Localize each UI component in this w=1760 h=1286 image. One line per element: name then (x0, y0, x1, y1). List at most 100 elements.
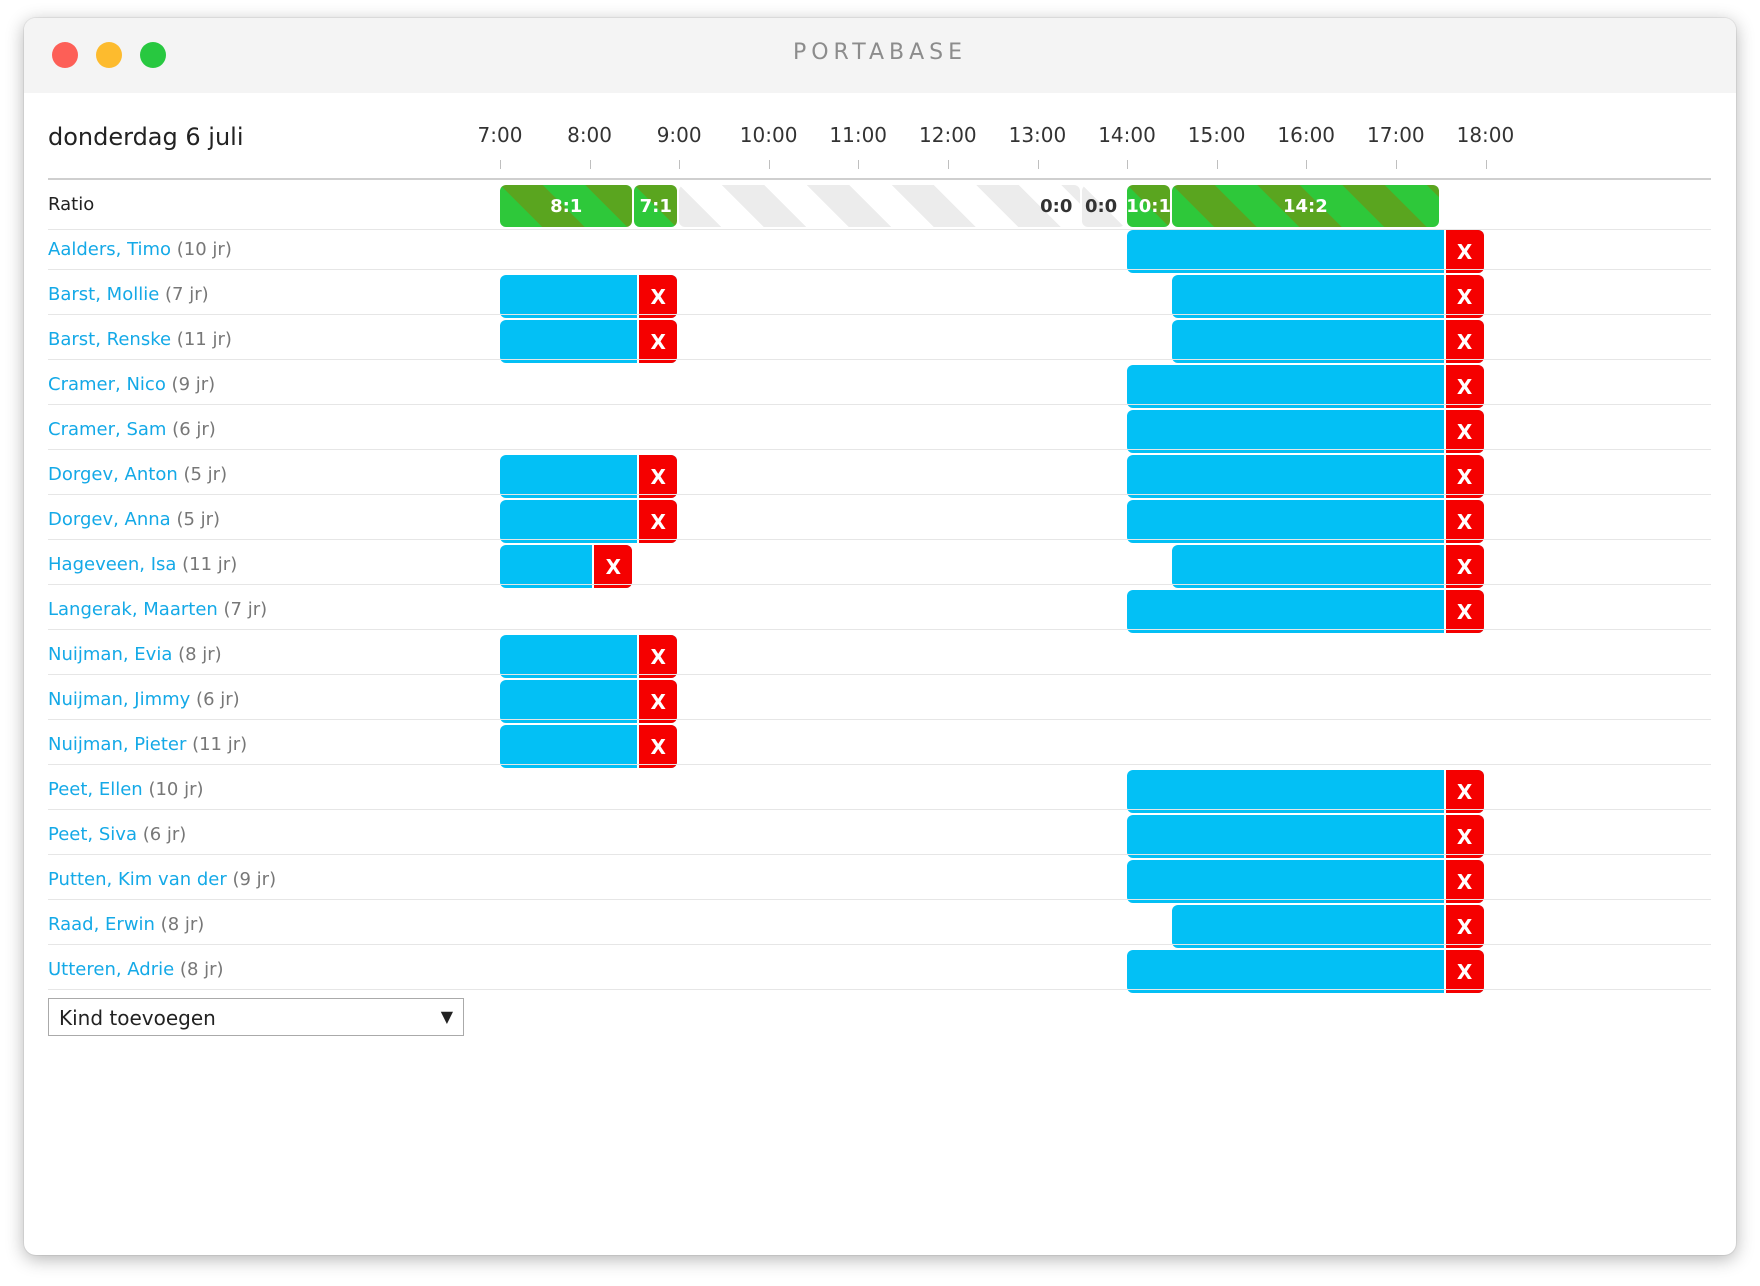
delete-slot-button[interactable]: X (637, 500, 678, 543)
attendance-bar[interactable]: X (1127, 230, 1484, 273)
attendance-bar[interactable]: X (500, 320, 678, 363)
ratio-value: 10:1 (1126, 195, 1171, 217)
delete-slot-button[interactable]: X (637, 635, 678, 678)
attendance-bar[interactable]: X (1172, 320, 1484, 363)
attendance-bar[interactable]: X (1127, 410, 1484, 453)
child-name-link[interactable]: Dorgev, Anton (48, 464, 178, 485)
child-name-link[interactable]: Peet, Siva (48, 824, 137, 845)
child-name-link[interactable]: Raad, Erwin (48, 914, 155, 935)
attendance-bar[interactable]: X (1172, 275, 1484, 318)
attendance-bar[interactable]: X (500, 275, 678, 318)
attendance-bar[interactable]: X (1127, 770, 1484, 813)
child-age: (7 jr) (159, 284, 209, 305)
delete-slot-button[interactable]: X (637, 725, 678, 768)
delete-slot-button[interactable]: X (1443, 230, 1484, 273)
title-bar: PORTABASE (24, 18, 1736, 93)
delete-slot-button[interactable]: X (1443, 275, 1484, 318)
child-name-link[interactable]: Nuijman, Pieter (48, 734, 187, 755)
attendance-bar[interactable]: X (1127, 860, 1484, 903)
header-divider (48, 178, 1711, 180)
ratio-segment: 14:2 (1172, 185, 1439, 227)
child-label: Barst, Mollie (7 jr) (48, 284, 209, 305)
attendance-bar[interactable]: X (500, 500, 678, 543)
child-age: (11 jr) (171, 329, 232, 350)
child-name-link[interactable]: Peet, Ellen (48, 779, 143, 800)
child-age: (8 jr) (174, 959, 224, 980)
row-divider (48, 359, 1711, 360)
minimize-window-button[interactable] (96, 42, 122, 68)
child-name-link[interactable]: Aalders, Timo (48, 239, 172, 260)
delete-slot-button[interactable]: X (1443, 770, 1484, 813)
delete-slot-button[interactable]: X (1443, 905, 1484, 948)
delete-slot-button[interactable]: X (1443, 950, 1484, 993)
hour-label: 15:00 (1187, 123, 1246, 147)
hour-tick (858, 160, 860, 169)
ratio-value: 14:2 (1283, 195, 1328, 217)
delete-slot-button[interactable]: X (1443, 455, 1484, 498)
attendance-bar[interactable]: X (1127, 815, 1484, 858)
child-name-link[interactable]: Barst, Renske (48, 329, 172, 350)
hour-tick (589, 160, 591, 169)
ratio-value: 8:1 (550, 195, 583, 217)
child-name-link[interactable]: Nuijman, Evia (48, 644, 173, 665)
child-name-link[interactable]: Cramer, Sam (48, 419, 167, 440)
close-window-button[interactable] (52, 42, 78, 68)
delete-slot-button[interactable]: X (1443, 500, 1484, 543)
ratio-segment: 7:1 (634, 185, 678, 227)
attendance-bar[interactable]: X (1127, 950, 1484, 993)
child-age: (11 jr) (176, 554, 238, 575)
add-child-select-value: Kind toevoegen (59, 1006, 216, 1030)
app-window: PORTABASE donderdag 6 juli Kind toevoege… (24, 18, 1736, 1255)
child-row: Nuijman, Evia (8 jr) X (48, 630, 1711, 678)
delete-slot-button[interactable]: X (637, 455, 678, 498)
child-age: (6 jr) (136, 824, 187, 845)
child-age: (6 jr) (190, 689, 240, 710)
child-label: Nuijman, Jimmy (6 jr) (48, 689, 240, 710)
attendance-bar[interactable]: X (1172, 545, 1484, 588)
attendance-bar[interactable]: X (500, 680, 678, 723)
child-row: Aalders, Timo (10 jr) X (48, 225, 1711, 273)
attendance-bar[interactable]: X (1127, 590, 1484, 633)
zoom-window-button[interactable] (140, 42, 166, 68)
attendance-bar[interactable]: X (1127, 500, 1484, 543)
row-divider (48, 899, 1711, 900)
child-name-link[interactable]: Utteren, Adrie (48, 959, 175, 980)
delete-slot-button[interactable]: X (637, 320, 678, 363)
attendance-bar[interactable]: X (500, 635, 678, 678)
child-name-link[interactable]: Barst, Mollie (48, 284, 160, 305)
hour-label: 7:00 (477, 123, 523, 147)
delete-slot-button[interactable]: X (637, 680, 678, 723)
child-label: Peet, Siva (6 jr) (48, 824, 186, 845)
delete-slot-button[interactable]: X (1443, 410, 1484, 453)
child-row: Langerak, Maarten (7 jr) X (48, 585, 1711, 633)
attendance-bar[interactable]: X (500, 725, 678, 768)
delete-slot-button[interactable]: X (1443, 365, 1484, 408)
attendance-bar[interactable]: X (500, 455, 678, 498)
delete-slot-button[interactable]: X (1443, 590, 1484, 633)
child-name-link[interactable]: Nuijman, Jimmy (48, 689, 191, 710)
chevron-down-icon: ▼ (440, 1007, 453, 1026)
attendance-bar[interactable]: X (1172, 905, 1484, 948)
delete-slot-button[interactable]: X (1443, 860, 1484, 903)
hour-tick (1037, 160, 1039, 169)
delete-slot-button[interactable]: X (592, 545, 633, 588)
delete-slot-button[interactable]: X (1443, 545, 1484, 588)
delete-slot-button[interactable]: X (637, 275, 678, 318)
child-name-link[interactable]: Langerak, Maarten (48, 599, 218, 620)
hour-label: 18:00 (1456, 123, 1515, 147)
attendance-bar[interactable]: X (1127, 455, 1484, 498)
child-name-link[interactable]: Cramer, Nico (48, 374, 166, 395)
child-age: (5 jr) (170, 509, 221, 530)
child-label: Cramer, Nico (9 jr) (48, 374, 215, 395)
attendance-bar[interactable]: X (1127, 365, 1484, 408)
add-child-select[interactable]: Kind toevoegen ▼ (48, 998, 464, 1036)
ratio-value: 0:0 (1040, 195, 1073, 217)
hour-tick (1127, 160, 1129, 169)
child-name-link[interactable]: Hageveen, Isa (48, 554, 177, 575)
attendance-bar[interactable]: X (500, 545, 633, 588)
delete-slot-button[interactable]: X (1443, 320, 1484, 363)
child-name-link[interactable]: Dorgev, Anna (48, 509, 171, 530)
row-divider (48, 764, 1711, 765)
child-name-link[interactable]: Putten, Kim van der (48, 869, 227, 890)
delete-slot-button[interactable]: X (1443, 815, 1484, 858)
